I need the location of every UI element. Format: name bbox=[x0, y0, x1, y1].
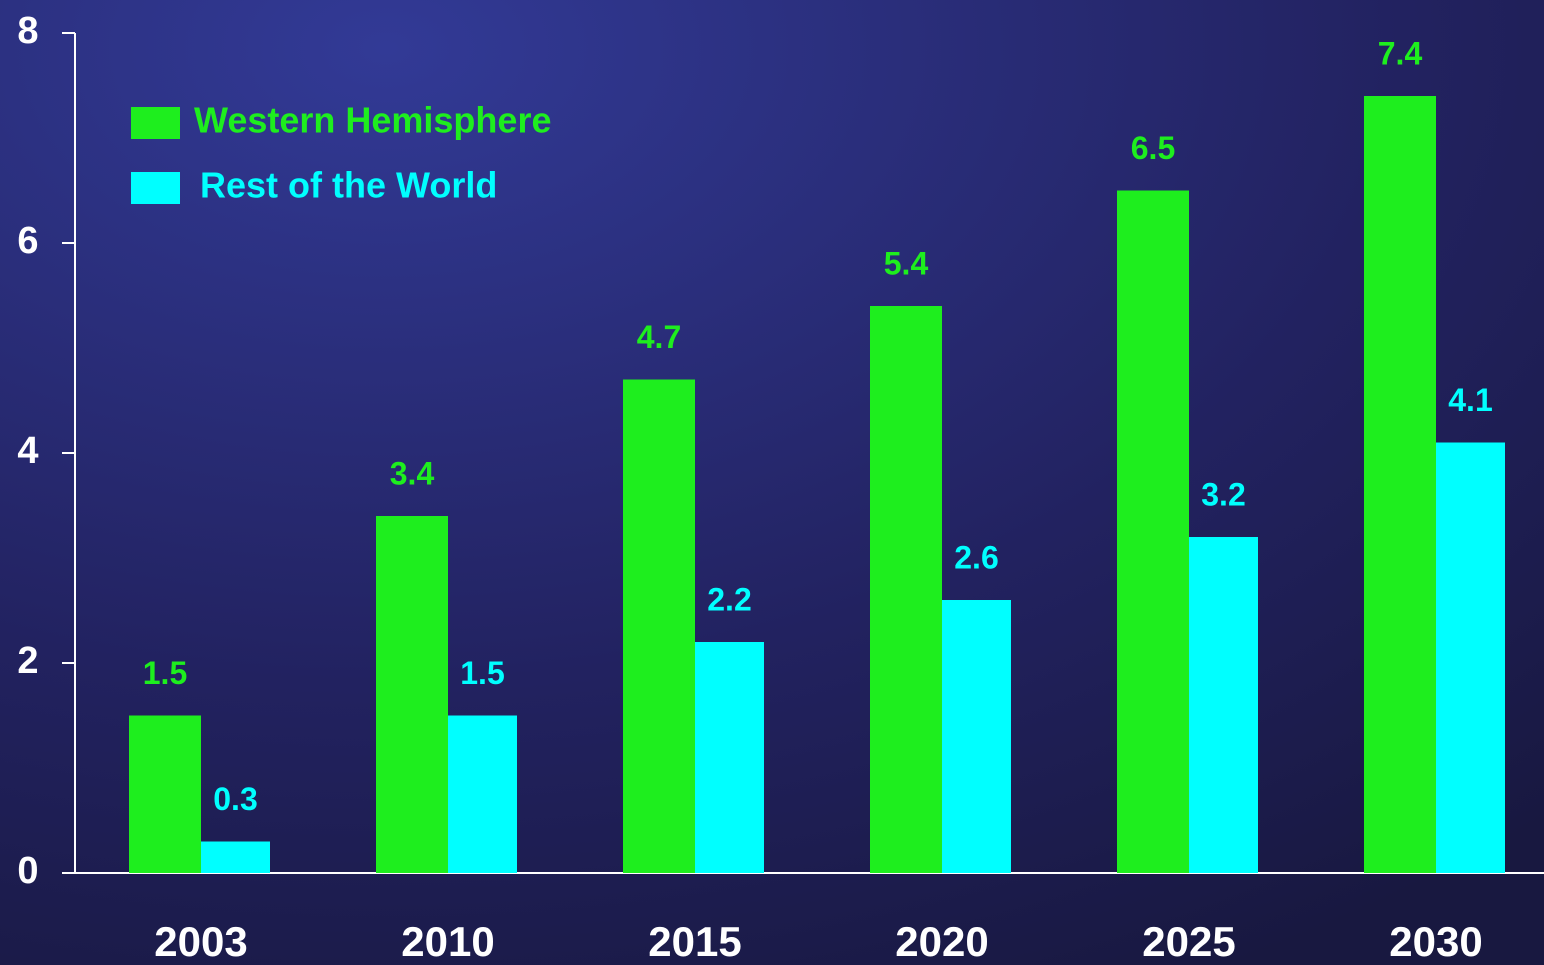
data-label: 4.7 bbox=[637, 319, 681, 355]
x-tick-label: 2015 bbox=[648, 918, 741, 965]
data-label: 3.2 bbox=[1201, 476, 1245, 512]
bar bbox=[942, 600, 1011, 873]
bar bbox=[129, 715, 201, 873]
data-label: 2.2 bbox=[707, 581, 751, 617]
x-tick-label: 2003 bbox=[154, 918, 247, 965]
bar bbox=[695, 642, 764, 873]
bar bbox=[201, 841, 270, 873]
bar bbox=[1189, 537, 1258, 873]
y-tick-label: 8 bbox=[17, 10, 38, 52]
bar bbox=[448, 715, 517, 873]
bar bbox=[1117, 190, 1189, 873]
x-tick-label: 2030 bbox=[1389, 918, 1482, 965]
x-tick-label: 2025 bbox=[1142, 918, 1235, 965]
legend-swatch bbox=[131, 172, 180, 204]
data-label: 1.5 bbox=[460, 655, 504, 691]
data-label: 3.4 bbox=[390, 455, 435, 491]
data-label: 1.5 bbox=[143, 655, 187, 691]
legend-label: Western Hemisphere bbox=[194, 100, 551, 141]
bar bbox=[1364, 96, 1436, 873]
data-label: 4.1 bbox=[1448, 382, 1492, 418]
bar bbox=[376, 516, 448, 873]
y-tick-label: 0 bbox=[17, 850, 38, 892]
data-label: 0.3 bbox=[213, 781, 257, 817]
bar bbox=[1436, 442, 1505, 873]
data-label: 7.4 bbox=[1378, 35, 1423, 71]
data-label: 5.4 bbox=[884, 245, 929, 281]
bar bbox=[870, 306, 942, 873]
x-tick-label: 2010 bbox=[401, 918, 494, 965]
legend-label: Rest of the World bbox=[200, 165, 497, 206]
legend-swatch bbox=[131, 107, 180, 139]
data-label: 6.5 bbox=[1131, 130, 1175, 166]
x-tick-label: 2020 bbox=[895, 918, 988, 965]
data-label: 2.6 bbox=[954, 539, 998, 575]
y-tick-label: 4 bbox=[17, 430, 38, 472]
bar bbox=[623, 379, 695, 873]
y-tick-label: 2 bbox=[17, 640, 38, 682]
y-tick-label: 6 bbox=[17, 220, 38, 262]
